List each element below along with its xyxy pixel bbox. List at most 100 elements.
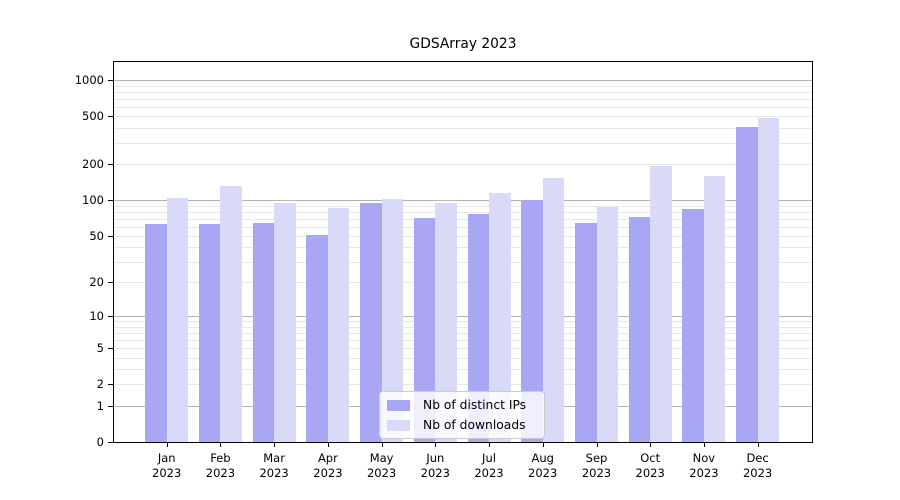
x-tick-label: Jul 2023	[474, 451, 504, 480]
gridline-minor	[114, 357, 812, 359]
bar-distinct-ips	[575, 223, 597, 442]
x-tick-label: Apr 2023	[313, 451, 343, 480]
y-tick	[108, 116, 113, 118]
gridline-major	[114, 79, 812, 81]
bar-downloads	[327, 208, 350, 442]
bar-distinct-ips	[306, 234, 328, 442]
y-tick-label: 1000	[74, 72, 104, 87]
x-tick-label: Sep 2023	[581, 451, 612, 480]
gridline-minor	[114, 348, 812, 350]
legend-swatch-distinct-ips	[387, 399, 410, 411]
gridline-minor	[114, 321, 812, 323]
y-tick-label: 2	[96, 377, 104, 392]
bar-distinct-ips	[413, 217, 436, 442]
gridline-minor	[114, 369, 812, 371]
bar-downloads	[703, 175, 726, 442]
gridline-minor	[114, 247, 812, 249]
y-tick	[108, 164, 113, 166]
y-tick-label: 10	[89, 309, 104, 324]
x-tick	[757, 442, 759, 447]
x-tick	[274, 442, 276, 447]
plot-area	[113, 61, 813, 443]
y-tick-label: 1	[96, 398, 104, 413]
y-tick-label: 100	[82, 193, 104, 208]
gridline-major	[114, 316, 812, 318]
x-tick	[327, 442, 329, 447]
y-tick	[108, 384, 113, 386]
y-tick	[108, 200, 113, 202]
y-tick	[108, 442, 113, 443]
chart-title: GDSArray 2023	[409, 36, 517, 52]
x-tick-label: Feb 2023	[205, 451, 236, 480]
x-tick-label: Oct 2023	[635, 451, 665, 480]
bar-downloads	[220, 186, 242, 442]
gridline-minor	[114, 98, 812, 100]
x-tick-label: May 2023	[366, 451, 397, 480]
x-tick	[166, 442, 168, 447]
bar-distinct-ips	[252, 223, 275, 442]
bar-downloads	[757, 117, 780, 442]
gridline-minor	[114, 127, 812, 129]
bar-distinct-ips	[198, 224, 221, 442]
x-tick-label: Nov 2023	[689, 451, 719, 480]
y-tick	[108, 79, 113, 81]
gridline-minor	[114, 282, 812, 284]
x-tick-label: Jan 2023	[152, 451, 182, 480]
bar-distinct-ips	[736, 126, 758, 442]
gridline-minor	[114, 116, 812, 118]
y-tick	[108, 282, 113, 284]
y-tick-label: 0	[96, 435, 104, 449]
x-tick	[703, 442, 705, 447]
x-tick	[542, 442, 544, 447]
bar-downloads	[650, 166, 672, 442]
y-tick-label: 5	[96, 341, 104, 356]
x-tick-label: Mar 2023	[259, 451, 289, 480]
gridline-minor	[114, 326, 812, 328]
gridline-minor	[114, 106, 812, 108]
gridline-minor	[114, 340, 812, 341]
y-tick	[108, 316, 113, 318]
x-tick	[220, 442, 222, 447]
bar-distinct-ips	[682, 208, 704, 442]
bar-downloads	[542, 178, 565, 442]
y-tick	[108, 235, 113, 237]
y-tick-label: 500	[82, 109, 104, 124]
gridline-minor	[114, 333, 812, 334]
legend: Nb of distinct IPs Nb of downloads	[379, 391, 545, 439]
legend-label-distinct-ips: Nb of distinct IPs	[423, 398, 527, 412]
bar-distinct-ips	[467, 214, 489, 442]
x-tick-label: Jun 2023	[420, 451, 450, 480]
bar-distinct-ips	[145, 224, 167, 442]
x-tick	[489, 442, 490, 447]
bar-downloads	[596, 206, 618, 442]
y-tick-label: 200	[82, 157, 104, 172]
x-tick-label: Aug 2023	[528, 451, 558, 480]
legend-swatch-downloads	[387, 419, 410, 431]
gridline-minor	[114, 164, 812, 166]
gridline-minor	[114, 205, 812, 207]
bar-downloads	[381, 199, 404, 442]
x-tick	[381, 442, 383, 447]
y-tick	[108, 348, 113, 350]
gridline-minor	[114, 91, 812, 93]
legend-item-distinct-ips: Nb of distinct IPs	[387, 398, 536, 412]
gridline-minor	[114, 384, 812, 386]
gridline-minor	[114, 142, 812, 144]
x-tick	[596, 442, 598, 447]
bar-distinct-ips	[628, 217, 651, 442]
y-tick-label: 50	[89, 228, 104, 243]
bar-distinct-ips	[360, 203, 382, 442]
gridline-minor	[114, 85, 812, 87]
bar-downloads	[166, 197, 189, 442]
legend-label-downloads: Nb of downloads	[423, 418, 526, 432]
x-tick	[435, 442, 437, 447]
gridline-major	[114, 200, 812, 202]
gridline-minor	[114, 262, 812, 263]
gridline-minor	[114, 226, 812, 228]
bar-distinct-ips	[521, 200, 543, 442]
x-tick	[650, 442, 652, 447]
gridline-minor	[114, 235, 812, 237]
x-tick-label: Dec 2023	[742, 451, 773, 480]
bar-downloads	[274, 203, 296, 442]
